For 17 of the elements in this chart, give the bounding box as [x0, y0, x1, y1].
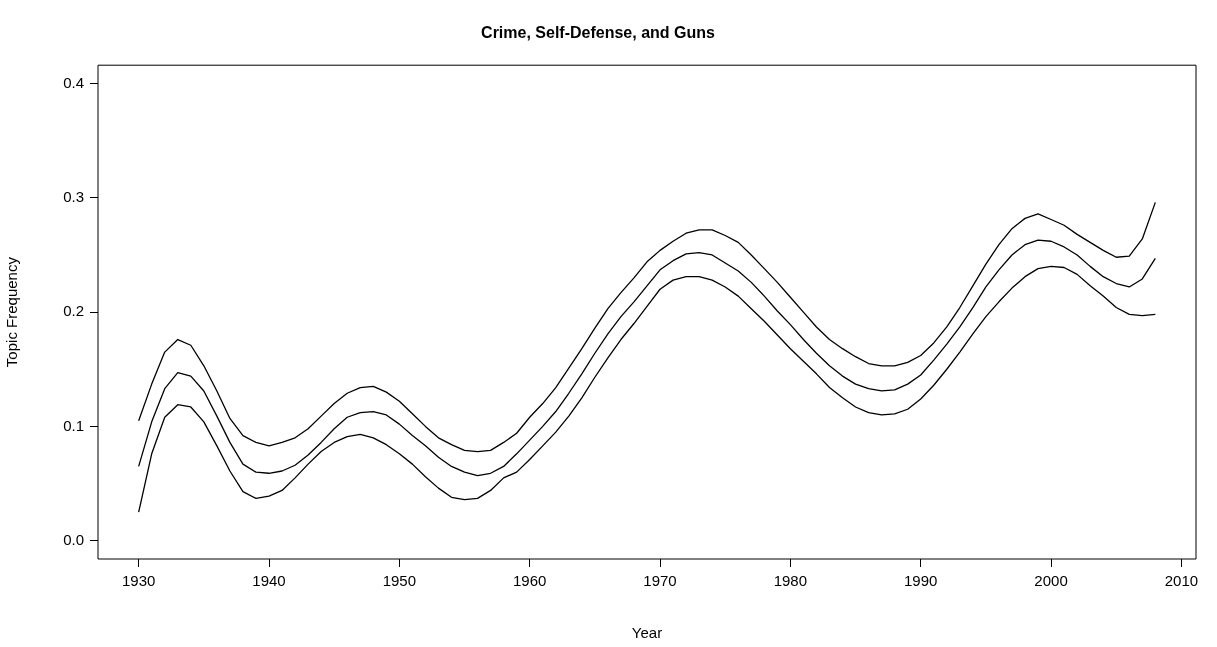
y-tick-label: 0.0 [63, 530, 84, 548]
x-tick-label: 2010 [1164, 572, 1199, 590]
x-tick-label: 1950 [382, 572, 417, 590]
y-tick-label: 0.3 [63, 187, 84, 205]
x-tick-label: 1930 [121, 572, 156, 590]
x-axis-title: Year [631, 624, 663, 642]
chart-title: Crime, Self-Defense, and Guns [481, 24, 716, 42]
x-tick-label: 1960 [513, 572, 547, 590]
y-axis-title: Topic Frequency [3, 256, 21, 368]
x-tick-label: 1990 [904, 572, 938, 590]
x-tick-label: 1940 [252, 572, 286, 590]
y-tick-label: 0.4 [63, 73, 84, 91]
x-tick-label: 2000 [1034, 572, 1068, 590]
x-tick-label: 1970 [643, 572, 677, 590]
y-tick-label: 0.1 [63, 416, 84, 434]
x-tick-label: 1980 [773, 572, 808, 590]
y-tick-label: 0.2 [63, 302, 84, 320]
